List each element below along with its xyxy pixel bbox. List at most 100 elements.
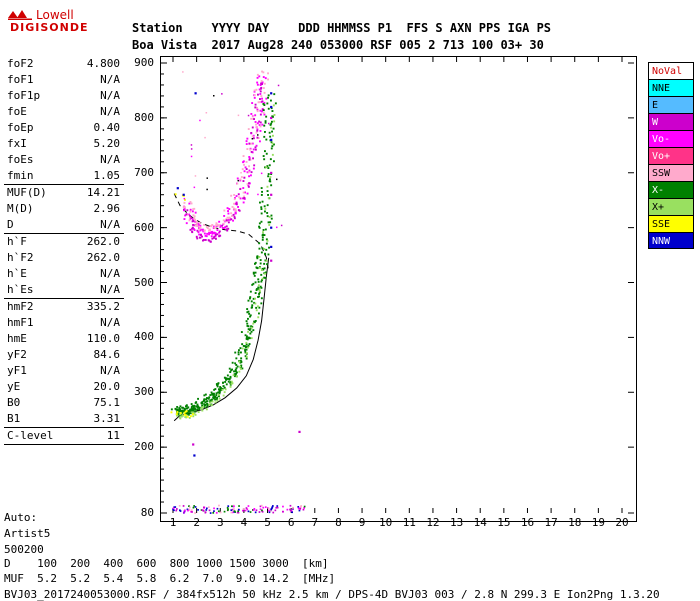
x-tick-label: 1: [169, 516, 177, 529]
param-value: 1.05: [63, 168, 124, 185]
logo-text-lowell: Lowell: [36, 8, 74, 22]
param-row: foEp 0.40: [4, 120, 124, 136]
polarization-legend[interactable]: NoVal NNE E W Vo- Vo+ SSW X- X+ SSE NNW: [648, 62, 694, 249]
param-row: h`F2 262.0: [4, 250, 124, 266]
x-tick-label: 7: [311, 516, 319, 529]
x-tick-label: 12: [426, 516, 440, 529]
param-key: foEs: [7, 153, 34, 166]
param-value: N/A: [63, 282, 124, 299]
param-value: N/A: [100, 316, 120, 329]
ionogram-plot[interactable]: [160, 56, 637, 522]
ionospheric-parameters-table: foF2 4.800 foF1 N/A foF1p N/A foE N/A foEp 0.40 fx…: [4, 56, 124, 445]
x-tick-label: 17: [544, 516, 558, 529]
param-row: B0 75.1: [4, 395, 124, 411]
logo-mark-icon: [8, 9, 32, 20]
muf-row-frequency: MUF 5.2 5.2 5.4 5.8 6.2 7.0 9.0 14.2 [MH…: [4, 572, 336, 585]
param-value: 5.20: [93, 137, 121, 150]
param-row: hmE 110.0: [4, 331, 124, 347]
param-value: 4.800: [86, 57, 120, 70]
y-tick-label: 800: [134, 110, 154, 124]
legend-item-x-[interactable]: X+: [648, 198, 694, 215]
x-tick-label: 16: [520, 516, 535, 529]
file-footer: BVJ03_2017240053000.RSF / 384fx512h 50 k…: [4, 588, 660, 601]
param-key: fxI: [7, 137, 27, 150]
param-key: foF2: [7, 57, 34, 70]
x-tick-label: 11: [402, 516, 416, 529]
x-tick-label: 13: [449, 516, 464, 529]
legend-item-noval[interactable]: NoVal: [648, 62, 694, 79]
param-value: 2.96: [93, 202, 121, 215]
param-key: D: [4, 217, 64, 234]
param-key: B1: [4, 411, 64, 428]
param-value: 0.40: [93, 121, 121, 134]
station-header-row2: Boa Vista 2017 Aug28 240 053000 RSF 005 …: [132, 38, 544, 52]
x-tick-label: 19: [591, 516, 605, 529]
legend-item-nne[interactable]: NNE: [648, 79, 694, 96]
x-tick-label: 14: [473, 516, 487, 529]
param-key: hmE: [7, 332, 27, 345]
param-value: N/A: [100, 267, 120, 280]
param-value: N/A: [63, 217, 124, 234]
param-value: 262.0: [86, 235, 120, 248]
param-value: N/A: [100, 73, 120, 86]
lowell-digisonde-logo: Lowell DIGISONDE: [6, 8, 118, 34]
legend-item-e[interactable]: E: [648, 96, 694, 113]
param-row: foF2 4.800: [4, 56, 124, 72]
legend-item-sse[interactable]: SSE: [648, 215, 694, 232]
param-row: yE 20.0: [4, 379, 124, 395]
x-tick-label: 18: [568, 516, 582, 529]
param-row: hmF1 N/A: [4, 315, 124, 331]
y-tick-label: 400: [134, 330, 154, 344]
param-key: C-level: [4, 427, 64, 445]
param-key: foE: [7, 105, 27, 118]
param-row: h`F 262.0: [4, 234, 124, 251]
param-key: yF2: [7, 348, 27, 361]
param-key: h`F2: [7, 251, 34, 264]
param-row: yF1 N/A: [4, 363, 124, 379]
param-value: 14.21: [86, 186, 120, 199]
param-row: h`E N/A: [4, 266, 124, 282]
param-value: 75.1: [93, 396, 121, 409]
param-row: hmF2 335.2: [4, 299, 124, 316]
param-key: foF1p: [7, 89, 41, 102]
x-tick-label: 9: [358, 516, 366, 529]
ionogram-canvas: [161, 57, 634, 514]
x-tick-label: 2: [193, 516, 200, 529]
x-tick-label: 15: [497, 516, 511, 529]
x-tick-label: 8: [335, 516, 342, 529]
param-row: foF1 N/A: [4, 72, 124, 88]
param-row: h`Es N/A: [4, 282, 124, 299]
param-row: B1 3.31: [4, 411, 124, 428]
param-value: 84.6: [93, 348, 121, 361]
legend-item-nnw[interactable]: NNW: [648, 232, 694, 249]
legend-item-ssw[interactable]: SSW: [648, 164, 694, 181]
param-key: hmF1: [7, 316, 34, 329]
x-tick-label: 4: [240, 516, 248, 529]
param-row: MUF(D) 14.21: [4, 185, 124, 202]
param-value: 335.2: [86, 300, 120, 313]
param-row: foE N/A: [4, 104, 124, 120]
param-row: foEs N/A: [4, 152, 124, 168]
legend-item-x-[interactable]: X-: [648, 181, 694, 198]
param-value: N/A: [100, 153, 120, 166]
param-key: foEp: [7, 121, 34, 134]
param-value: 11: [63, 427, 124, 445]
muf-distance-table: D 100 200 400 600 800 1000 1500 3000 [km…: [4, 556, 335, 586]
y-tick-label: 500: [134, 275, 154, 289]
x-tick-label: 3: [216, 516, 224, 529]
legend-item-vo-[interactable]: Vo-: [648, 130, 694, 147]
param-key: h`F: [7, 235, 27, 248]
param-row: foF1p N/A: [4, 88, 124, 104]
auto-scaling-info: Auto: Artist5 500200: [4, 510, 50, 558]
legend-item-vo-[interactable]: Vo+: [648, 147, 694, 164]
param-key: M(D): [7, 202, 34, 215]
x-tick-label: 10: [379, 516, 393, 529]
param-row: M(D) 2.96: [4, 201, 124, 217]
param-key: hmF2: [7, 300, 34, 313]
legend-item-w[interactable]: W: [648, 113, 694, 130]
param-row: yF2 84.6: [4, 347, 124, 363]
param-key: yF1: [7, 364, 27, 377]
muf-row-distance: D 100 200 400 600 800 1000 1500 3000 [km…: [4, 557, 329, 570]
param-key: h`E: [7, 267, 27, 280]
param-key: fmin: [4, 168, 64, 185]
